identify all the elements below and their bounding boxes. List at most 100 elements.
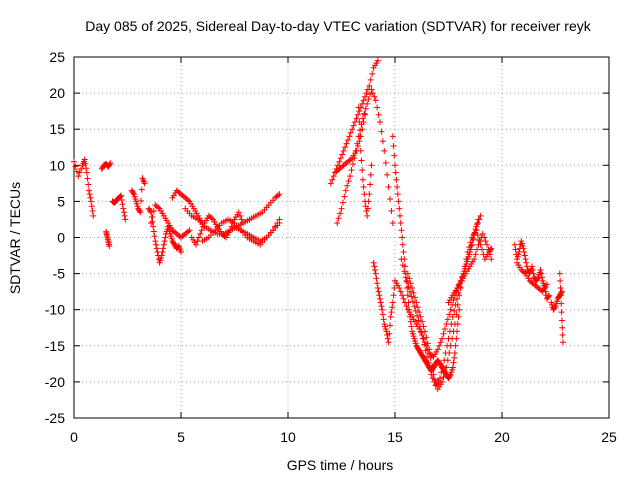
data-point <box>274 220 281 227</box>
data-point <box>396 285 403 292</box>
data-point <box>419 335 426 342</box>
data-point <box>484 241 491 248</box>
data-point <box>369 70 376 77</box>
data-point <box>365 96 372 103</box>
data-point <box>121 212 128 219</box>
data-point <box>446 311 453 318</box>
y-axis-label: SDTVAR / TECUs <box>7 182 23 294</box>
data-point <box>84 175 91 182</box>
data-point <box>377 295 384 302</box>
chart-title: Day 085 of 2025, Sidereal Day-to-day VTE… <box>85 18 591 34</box>
data-point <box>538 287 545 294</box>
data-point <box>399 292 406 299</box>
data-point <box>385 339 392 346</box>
data-point <box>520 245 527 252</box>
data-point <box>150 208 157 215</box>
data-point <box>399 241 406 248</box>
data-point <box>557 292 564 299</box>
data-point <box>150 228 157 235</box>
data-point <box>437 339 444 346</box>
data-point <box>512 246 519 253</box>
data-point <box>475 216 482 223</box>
x-tick-label: 20 <box>494 429 510 445</box>
data-point <box>270 227 277 234</box>
data-point <box>371 93 378 100</box>
data-point <box>340 147 347 154</box>
series-seg-c <box>103 228 113 250</box>
data-point <box>488 256 495 263</box>
data-point <box>450 359 457 366</box>
series-seg-e <box>128 175 148 216</box>
data-point <box>421 341 428 348</box>
data-point <box>422 347 429 354</box>
data-point <box>418 329 425 336</box>
series-seg-a <box>71 156 97 219</box>
data-point <box>367 76 374 83</box>
data-point <box>522 256 529 263</box>
data-point <box>336 158 343 165</box>
y-tick-label: 5 <box>57 193 65 209</box>
data-point <box>161 238 168 245</box>
data-point <box>138 186 145 193</box>
data-point <box>76 169 83 176</box>
data-point <box>375 288 382 295</box>
data-point <box>414 304 421 311</box>
data-point <box>559 339 566 346</box>
data-point <box>354 140 361 147</box>
data-point <box>451 307 458 314</box>
data-point <box>85 181 92 188</box>
data-point <box>557 277 564 284</box>
data-point <box>399 262 406 269</box>
data-point <box>373 275 380 282</box>
series-seg-q <box>370 259 398 346</box>
x-tick-label: 25 <box>601 429 617 445</box>
data-point <box>349 161 356 168</box>
data-point <box>362 111 369 118</box>
data-point <box>178 248 184 255</box>
data-point <box>370 259 377 266</box>
data-point <box>350 122 357 129</box>
series-seg-s <box>392 212 484 360</box>
data-point <box>556 270 563 277</box>
data-point <box>559 331 566 338</box>
data-point <box>403 303 410 310</box>
data-point <box>185 197 192 204</box>
data-point <box>466 248 473 255</box>
data-point <box>107 160 114 167</box>
data-point <box>534 275 541 282</box>
data-point <box>374 280 381 287</box>
data-point <box>276 216 283 223</box>
data-point <box>160 241 167 248</box>
x-tick-label: 0 <box>70 429 78 445</box>
data-point <box>391 152 398 159</box>
data-point <box>442 350 449 357</box>
data-point <box>398 256 405 263</box>
data-point <box>366 191 373 198</box>
data-point <box>543 281 550 288</box>
data-point <box>88 203 95 210</box>
data-point <box>523 259 530 266</box>
data-point <box>456 306 463 313</box>
data-point <box>198 227 205 234</box>
data-point <box>367 181 374 188</box>
data-point <box>406 288 413 295</box>
data-point <box>558 288 565 295</box>
data-point <box>474 232 481 239</box>
data-point <box>445 335 452 342</box>
data-point <box>482 238 489 245</box>
data-point <box>379 306 386 313</box>
data-point <box>421 328 428 335</box>
data-point <box>521 269 528 276</box>
data-point <box>381 147 388 154</box>
data-point <box>359 167 366 174</box>
data-point <box>447 306 454 313</box>
data-point <box>428 371 435 378</box>
data-point <box>444 342 451 349</box>
data-point <box>394 183 401 190</box>
data-point <box>541 285 548 292</box>
series-seg-l <box>231 216 283 245</box>
data-point <box>88 198 95 205</box>
data-point <box>394 191 401 198</box>
data-point <box>429 375 436 382</box>
data-point <box>545 293 552 300</box>
